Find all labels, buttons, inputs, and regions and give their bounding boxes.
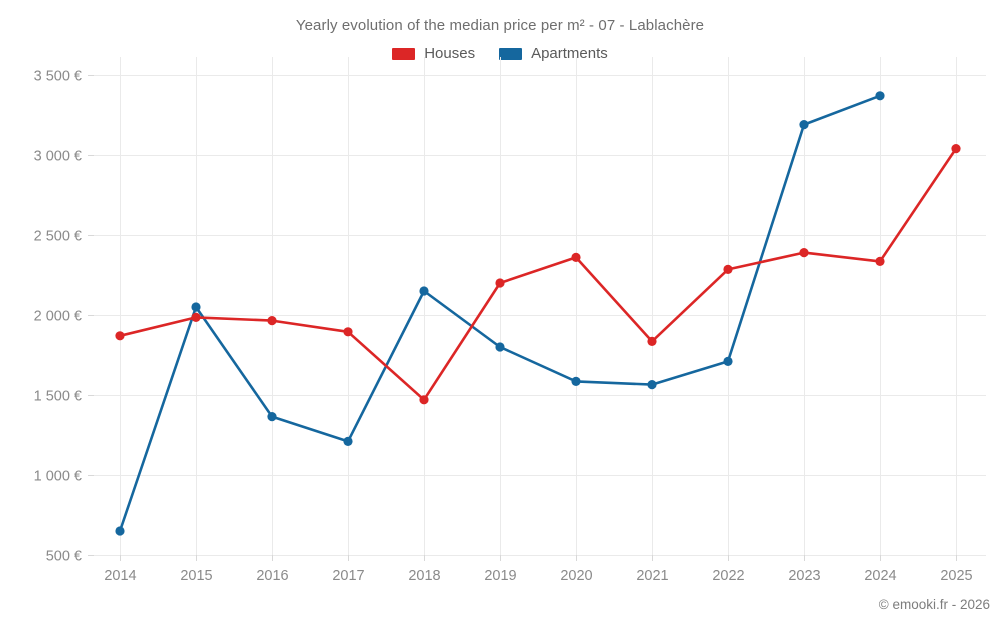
legend-label-houses: Houses xyxy=(424,45,476,62)
data-point-apartments[interactable] xyxy=(799,120,809,130)
x-axis-tick-label: 2024 xyxy=(864,568,896,584)
data-point-apartments[interactable] xyxy=(343,436,353,446)
y-axis-tick-label: 2 500 € xyxy=(34,229,82,245)
y-axis-tick-label: 3 000 € xyxy=(34,149,82,165)
data-point-houses[interactable] xyxy=(723,264,733,274)
data-point-apartments[interactable] xyxy=(267,412,277,422)
data-point-houses[interactable] xyxy=(799,248,809,258)
x-axis-tick-label: 2014 xyxy=(104,568,136,584)
legend-item-apartments[interactable]: Apartments xyxy=(499,45,608,62)
y-axis-tick-label: 1 500 € xyxy=(34,389,82,405)
data-point-houses[interactable] xyxy=(951,144,961,154)
legend-label-apartments: Apartments xyxy=(531,45,608,62)
data-point-houses[interactable] xyxy=(191,312,201,322)
data-point-houses[interactable] xyxy=(115,331,125,341)
x-axis-tick-label: 2021 xyxy=(636,568,668,584)
data-point-houses[interactable] xyxy=(343,327,353,337)
chart-title: Yearly evolution of the median price per… xyxy=(295,17,705,34)
chart-credit: © emooki.fr - 2026 xyxy=(878,597,990,612)
legend-swatch-apartments xyxy=(499,47,523,60)
y-axis-tick-label: 2 000 € xyxy=(34,309,82,325)
legend-swatch-houses xyxy=(392,47,416,60)
x-axis-tick-label: 2025 xyxy=(940,568,972,584)
y-axis-tick-label: 3 500 € xyxy=(34,69,82,85)
x-axis-tick-label: 2015 xyxy=(180,568,212,584)
data-point-houses[interactable] xyxy=(267,316,277,326)
data-point-houses[interactable] xyxy=(647,336,657,346)
legend-item-houses[interactable]: Houses xyxy=(392,45,475,62)
y-axis-tick-label: 1 000 € xyxy=(34,469,82,485)
data-point-apartments[interactable] xyxy=(495,342,505,352)
data-point-houses[interactable] xyxy=(495,278,505,288)
data-point-houses[interactable] xyxy=(419,395,429,405)
data-point-apartments[interactable] xyxy=(419,286,429,296)
data-point-houses[interactable] xyxy=(875,256,885,266)
data-point-apartments[interactable] xyxy=(723,356,733,366)
chart-legend: Houses Apartments xyxy=(0,45,1000,62)
x-axis-tick-label: 2017 xyxy=(332,568,364,584)
series-line-houses xyxy=(118,147,958,402)
data-point-apartments[interactable] xyxy=(115,526,125,536)
x-axis-tick-label: 2020 xyxy=(560,568,592,584)
x-axis-tick-label: 2023 xyxy=(788,568,820,584)
x-axis-tick-label: 2016 xyxy=(256,568,288,584)
data-point-apartments[interactable] xyxy=(571,376,581,386)
x-axis-tick-label: 2022 xyxy=(712,568,744,584)
data-point-apartments[interactable] xyxy=(191,302,201,312)
data-point-apartments[interactable] xyxy=(647,380,657,390)
data-point-apartments[interactable] xyxy=(875,91,885,101)
y-axis-tick-label: 500 € xyxy=(46,549,82,565)
x-axis-tick-label: 2019 xyxy=(484,568,516,584)
data-point-houses[interactable] xyxy=(571,252,581,262)
x-axis-tick-label: 2018 xyxy=(408,568,440,584)
